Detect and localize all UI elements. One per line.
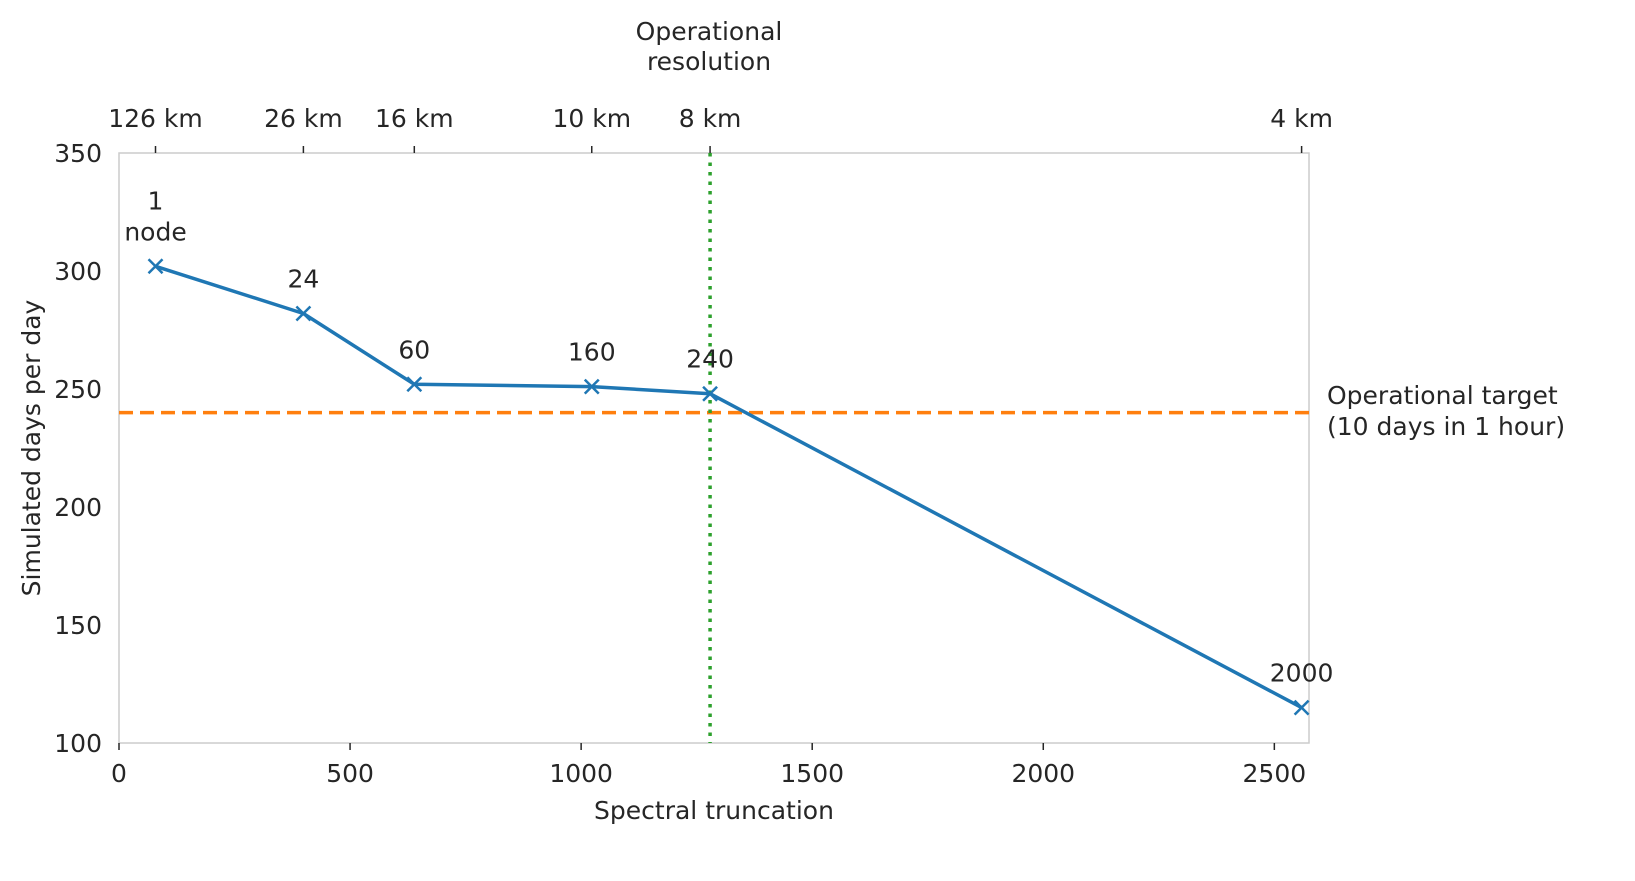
plot-frame: [118, 152, 1310, 744]
x-tick-label: 1500: [780, 759, 844, 788]
y-tick-label: 100: [54, 729, 102, 758]
x-axis-top: 126 km 26 km 16 km 10 km 8 km 4 km: [108, 104, 1333, 153]
y-tick-label: 350: [54, 139, 102, 168]
x-axis-label: Spectral truncation: [594, 796, 834, 825]
data-point-marker: [702, 385, 718, 402]
y-tick-label: 200: [54, 493, 102, 522]
data-point-label: 24: [287, 264, 319, 293]
x-tick-label: 500: [326, 759, 374, 788]
data-point-label: 240: [686, 345, 734, 374]
top-tick-label: 10 km: [552, 104, 631, 133]
data-point-marker: [1293, 699, 1310, 716]
data-point-marker: [147, 258, 164, 275]
resolution-label-line2: resolution: [647, 47, 771, 76]
data-point-label: 2000: [1270, 659, 1334, 688]
y-tick-label: 150: [54, 611, 102, 640]
top-tick-label: 8 km: [679, 104, 742, 133]
x-axis-bottom: 0 500 1000 1500 2000 2500: [111, 743, 1306, 788]
x-tick-label: 2500: [1243, 759, 1307, 788]
resolution-label-line1: Operational: [636, 17, 783, 46]
data-point-label: 60: [398, 335, 430, 364]
x-tick-label: 2000: [1011, 759, 1075, 788]
data-point-label: 160: [568, 338, 616, 367]
reference-lines: [119, 153, 1309, 743]
top-tick-label: 16 km: [375, 104, 454, 133]
series-group: [147, 258, 1310, 716]
data-point-marker: [295, 305, 312, 322]
y-axis-left: 100 150 200 250 300 350: [54, 139, 102, 758]
data-point-label: 1: [148, 186, 164, 215]
top-tick-label: 4 km: [1270, 104, 1333, 133]
data-point-marker: [583, 378, 600, 395]
data-point-marker: [406, 376, 423, 393]
y-axis-label: Simulated days per day: [17, 299, 46, 596]
x-tick-label: 1000: [549, 759, 613, 788]
y-tick-label: 300: [54, 257, 102, 286]
top-tick-label: 26 km: [264, 104, 343, 133]
y-tick-label: 250: [54, 375, 102, 404]
target-label-line1: Operational target: [1327, 381, 1558, 410]
data-point-label: node: [124, 217, 186, 246]
x-tick-label: 0: [111, 759, 127, 788]
target-label-line2: (10 days in 1 hour): [1327, 412, 1565, 441]
top-tick-label: 126 km: [108, 104, 203, 133]
series-line: [154, 264, 1303, 710]
